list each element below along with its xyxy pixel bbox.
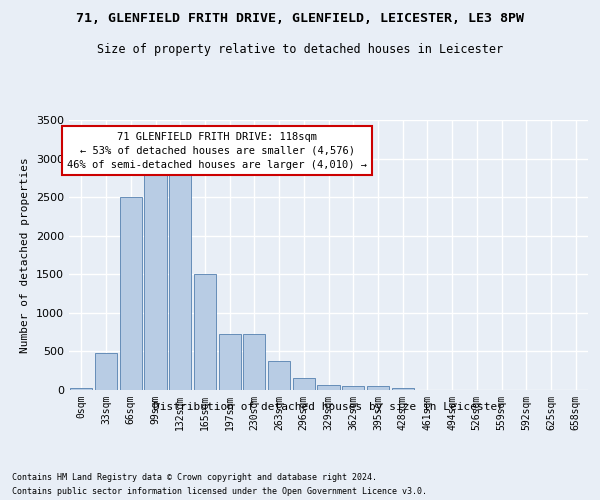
Bar [70,388,92,390]
Bar [317,384,340,390]
Bar [367,386,389,390]
Text: 71, GLENFIELD FRITH DRIVE, GLENFIELD, LEICESTER, LE3 8PW: 71, GLENFIELD FRITH DRIVE, GLENFIELD, LE… [76,12,524,26]
Bar [119,197,142,390]
Bar [145,172,167,390]
Text: Distribution of detached houses by size in Leicester: Distribution of detached houses by size … [154,402,504,412]
Bar [95,353,117,390]
Text: Contains public sector information licensed under the Open Government Licence v3: Contains public sector information licen… [12,488,427,496]
Bar [392,388,414,390]
Bar [243,334,265,390]
Bar [268,360,290,390]
Text: Size of property relative to detached houses in Leicester: Size of property relative to detached ho… [97,42,503,56]
Bar [194,274,216,390]
Text: 71 GLENFIELD FRITH DRIVE: 118sqm
← 53% of detached houses are smaller (4,576)
46: 71 GLENFIELD FRITH DRIVE: 118sqm ← 53% o… [67,132,367,170]
Y-axis label: Number of detached properties: Number of detached properties [20,157,31,353]
Bar [293,378,315,390]
Bar [169,172,191,390]
Bar [218,334,241,390]
Text: Contains HM Land Registry data © Crown copyright and database right 2024.: Contains HM Land Registry data © Crown c… [12,472,377,482]
Bar [342,386,364,390]
